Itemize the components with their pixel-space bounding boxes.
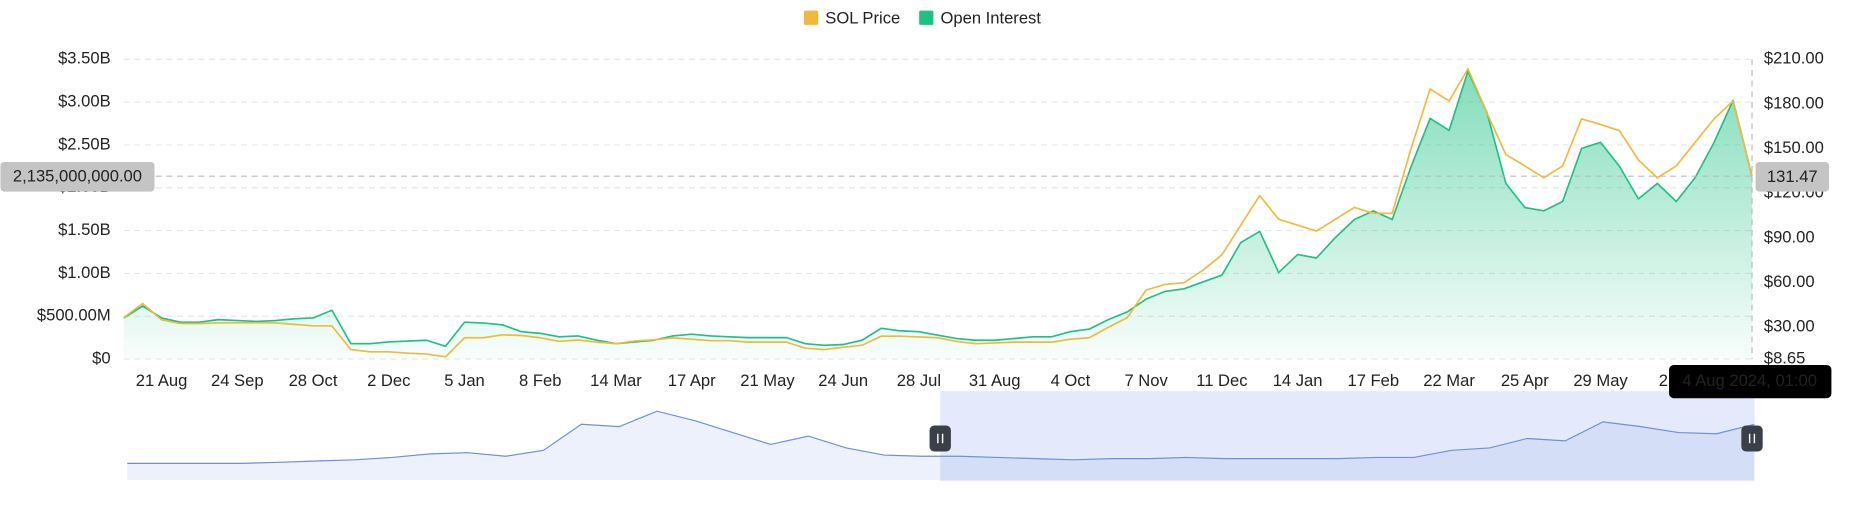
x-tick-label: 24 Jun — [818, 371, 868, 390]
legend-swatch — [919, 10, 934, 25]
y-tick-label: $500.00M — [37, 306, 111, 325]
x-tick-label: 14 Mar — [590, 371, 642, 390]
x-tick-label: 4 Oct — [1051, 371, 1091, 390]
y2-tick-label: $90.00 — [1764, 227, 1815, 246]
plot-layer: SOL Price Open Interest $0 $500.00M $1.00B $1… — [37, 8, 1824, 480]
navigator-selection[interactable] — [940, 391, 1755, 482]
y2-tick-label: $210.00 — [1764, 49, 1824, 68]
crosshair-y2-box — [1755, 161, 1830, 192]
x-tick-label: 28 Jul — [897, 371, 941, 390]
x-tick-label: 5 Jan — [444, 371, 485, 390]
navigator-handle[interactable] — [929, 425, 951, 452]
x-tick-label: 17 Apr — [668, 371, 716, 390]
y-tick-label: $3.50B — [58, 49, 111, 68]
navigator-handle[interactable] — [1741, 425, 1763, 452]
navigator-area — [127, 411, 1755, 480]
x-tick-label: 21 Aug — [136, 371, 188, 390]
x-tick-label: 29 May — [1573, 371, 1628, 390]
navigator-line — [127, 410, 1755, 464]
legend-swatch — [803, 10, 819, 25]
x-tick-label: 25 Apr — [1501, 371, 1549, 390]
y2-tick-label: $180.00 — [1764, 93, 1824, 112]
y-tick-label: $1.50B — [58, 220, 111, 239]
crosshair-x-box — [1669, 365, 1832, 399]
series-area — [123, 71, 1753, 360]
x-tick-label: 24 Sep — [211, 371, 264, 390]
y-tick-label: $1.00B — [58, 263, 111, 282]
x-tick-label: 8 Feb — [519, 371, 561, 390]
x-tick-label: 17 Feb — [1348, 371, 1400, 390]
legend-label[interactable]: Open Interest — [940, 8, 1041, 27]
y-tick-label: $3.00B — [58, 91, 111, 110]
x-tick-label: 28 Oct — [289, 371, 338, 390]
series-line — [123, 67, 1753, 358]
y2-tick-label: $60.00 — [1764, 272, 1815, 291]
x-tick-label: 22 Mar — [1423, 371, 1475, 390]
crosshair-y2-label: 131.47 — [1767, 167, 1818, 186]
background-layer — [123, 58, 1755, 482]
x-tick-label: 11 Dec — [1196, 371, 1247, 390]
x-tick-label: 7 Nov — [1124, 371, 1168, 390]
crosshair-x-label: 4 Aug 2024, 01:00 — [1682, 371, 1817, 390]
legend-label[interactable]: SOL Price — [825, 8, 900, 27]
y2-tick-label: $30.00 — [1764, 317, 1815, 336]
overlay-layer: 2,135,000,000.00 131.47 4 Aug 2024, 01:00 — [0, 59, 1832, 452]
y2-tick-label: $8.65 — [1764, 348, 1806, 367]
x-tick-label: 14 Jan — [1273, 371, 1323, 390]
x-tick-label: 31 Aug — [969, 371, 1021, 390]
x-tick-label: 21 May — [740, 371, 795, 390]
y2-tick-label: $150.00 — [1764, 138, 1824, 157]
y-tick-label: $0 — [92, 348, 110, 367]
y-tick-label: $2.50B — [58, 134, 111, 153]
crosshair-y-label: 2,135,000,000.00 — [13, 167, 142, 186]
crosshair-y-box — [0, 161, 155, 192]
x-tick-label: 2 Dec — [367, 371, 410, 390]
